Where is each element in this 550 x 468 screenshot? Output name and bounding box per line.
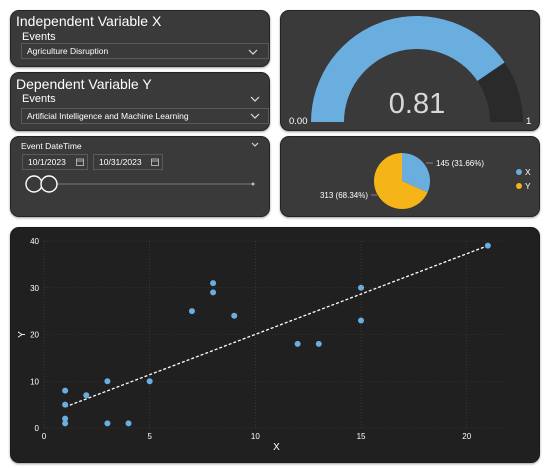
scatter-point[interactable] [62, 387, 69, 394]
legend-marker-y [516, 183, 522, 189]
y-event-dropdown[interactable]: Artificial Intelligence and Machine Lear… [21, 108, 269, 124]
pie-panel: 145 (31.66%) 313 (68.34%) X Y [280, 136, 540, 217]
scatter-point[interactable] [104, 420, 111, 427]
date-range-slider[interactable] [23, 173, 263, 195]
slider-handle-end[interactable] [40, 175, 58, 193]
scatter-point[interactable] [62, 420, 69, 427]
panel-title: Dependent Variable Y [16, 76, 152, 92]
x-event-dropdown[interactable]: Agriculture Disruption [21, 43, 269, 59]
scatter-point[interactable] [62, 401, 69, 408]
legend-label-y: Y [525, 181, 531, 191]
x-tick-label: 0 [42, 432, 47, 441]
panel-title: Independent Variable X [16, 13, 162, 29]
x-tick-label: 10 [251, 432, 260, 441]
gauge-chart: 0.81 0.00 1 [289, 15, 531, 127]
trend-line [64, 245, 489, 408]
pie-slice-y [374, 153, 428, 209]
events-label: Events [22, 31, 56, 43]
start-date-input[interactable]: 10/1/2023 [22, 154, 88, 170]
scatter-point[interactable] [231, 312, 238, 319]
x-tick-label: 5 [147, 432, 152, 441]
date-filter-title: Event DateTime [21, 141, 82, 151]
legend-label-x: X [525, 167, 531, 177]
y-tick-label: 0 [35, 424, 40, 433]
scatter-chart: 0 10 20 30 40 0 5 10 15 20 X Y [17, 237, 509, 453]
end-date-input[interactable]: 10/31/2023 [93, 154, 163, 170]
scatter-point[interactable] [358, 284, 365, 291]
scatter-point[interactable] [210, 289, 217, 296]
dropdown-value: Artificial Intelligence and Machine Lear… [27, 111, 189, 121]
y-tick-label: 10 [30, 377, 39, 386]
gauge-value: 0.81 [389, 88, 445, 120]
dependent-variable-panel: Dependent Variable Y Events Artificial I… [10, 72, 270, 131]
calendar-icon[interactable] [76, 158, 84, 166]
x-tick-label: 20 [462, 432, 471, 441]
pie-label-y: 313 (68.34%) [320, 191, 368, 200]
gauge-fill [311, 15, 505, 123]
slider-handle-start[interactable] [25, 175, 43, 193]
y-tick-label: 30 [30, 284, 39, 293]
end-date-value: 10/31/2023 [99, 157, 142, 167]
chevron-down-icon[interactable] [246, 47, 260, 57]
x-axis-label: X [273, 442, 280, 453]
scatter-point[interactable] [188, 308, 195, 315]
y-tick-label: 40 [30, 237, 39, 246]
dropdown-value: Agriculture Disruption [27, 46, 109, 56]
y-tick-label: 20 [30, 331, 39, 340]
calendar-icon[interactable] [151, 158, 159, 166]
gauge-min-label: 0.00 [289, 116, 308, 127]
scatter-point[interactable] [146, 378, 153, 385]
chevron-down-icon[interactable] [248, 94, 262, 104]
pie-slice-x [402, 153, 430, 193]
start-date-value: 10/1/2023 [28, 157, 66, 167]
y-axis-label: Y [17, 331, 28, 338]
scatter-point[interactable] [484, 242, 491, 249]
pie-chart: 145 (31.66%) 313 (68.34%) X Y [320, 153, 531, 209]
scatter-point[interactable] [315, 340, 322, 347]
independent-variable-panel: Independent Variable X Events Agricultur… [10, 10, 270, 67]
pie-label-x: 145 (31.66%) [436, 159, 484, 168]
scatter-point[interactable] [210, 280, 217, 287]
scatter-panel: 0 10 20 30 40 0 5 10 15 20 X Y [10, 227, 540, 463]
chevron-down-icon[interactable] [248, 111, 262, 121]
scatter-point[interactable] [125, 420, 132, 427]
gauge-max-label: 1 [526, 116, 531, 127]
x-tick-label: 15 [357, 432, 366, 441]
legend-marker-x [516, 169, 522, 175]
scatter-point[interactable] [104, 378, 111, 385]
scatter-point[interactable] [358, 317, 365, 324]
scatter-point[interactable] [83, 392, 90, 399]
date-filter-panel: Event DateTime 10/1/2023 10/31/2023 [10, 136, 270, 217]
scatter-point[interactable] [294, 340, 301, 347]
scatter-point[interactable] [62, 415, 69, 422]
slider-end-dot [251, 182, 255, 186]
events-label: Events [22, 93, 56, 105]
chevron-down-icon[interactable] [248, 140, 262, 150]
gauge-panel: 0.81 0.00 1 [280, 10, 540, 131]
